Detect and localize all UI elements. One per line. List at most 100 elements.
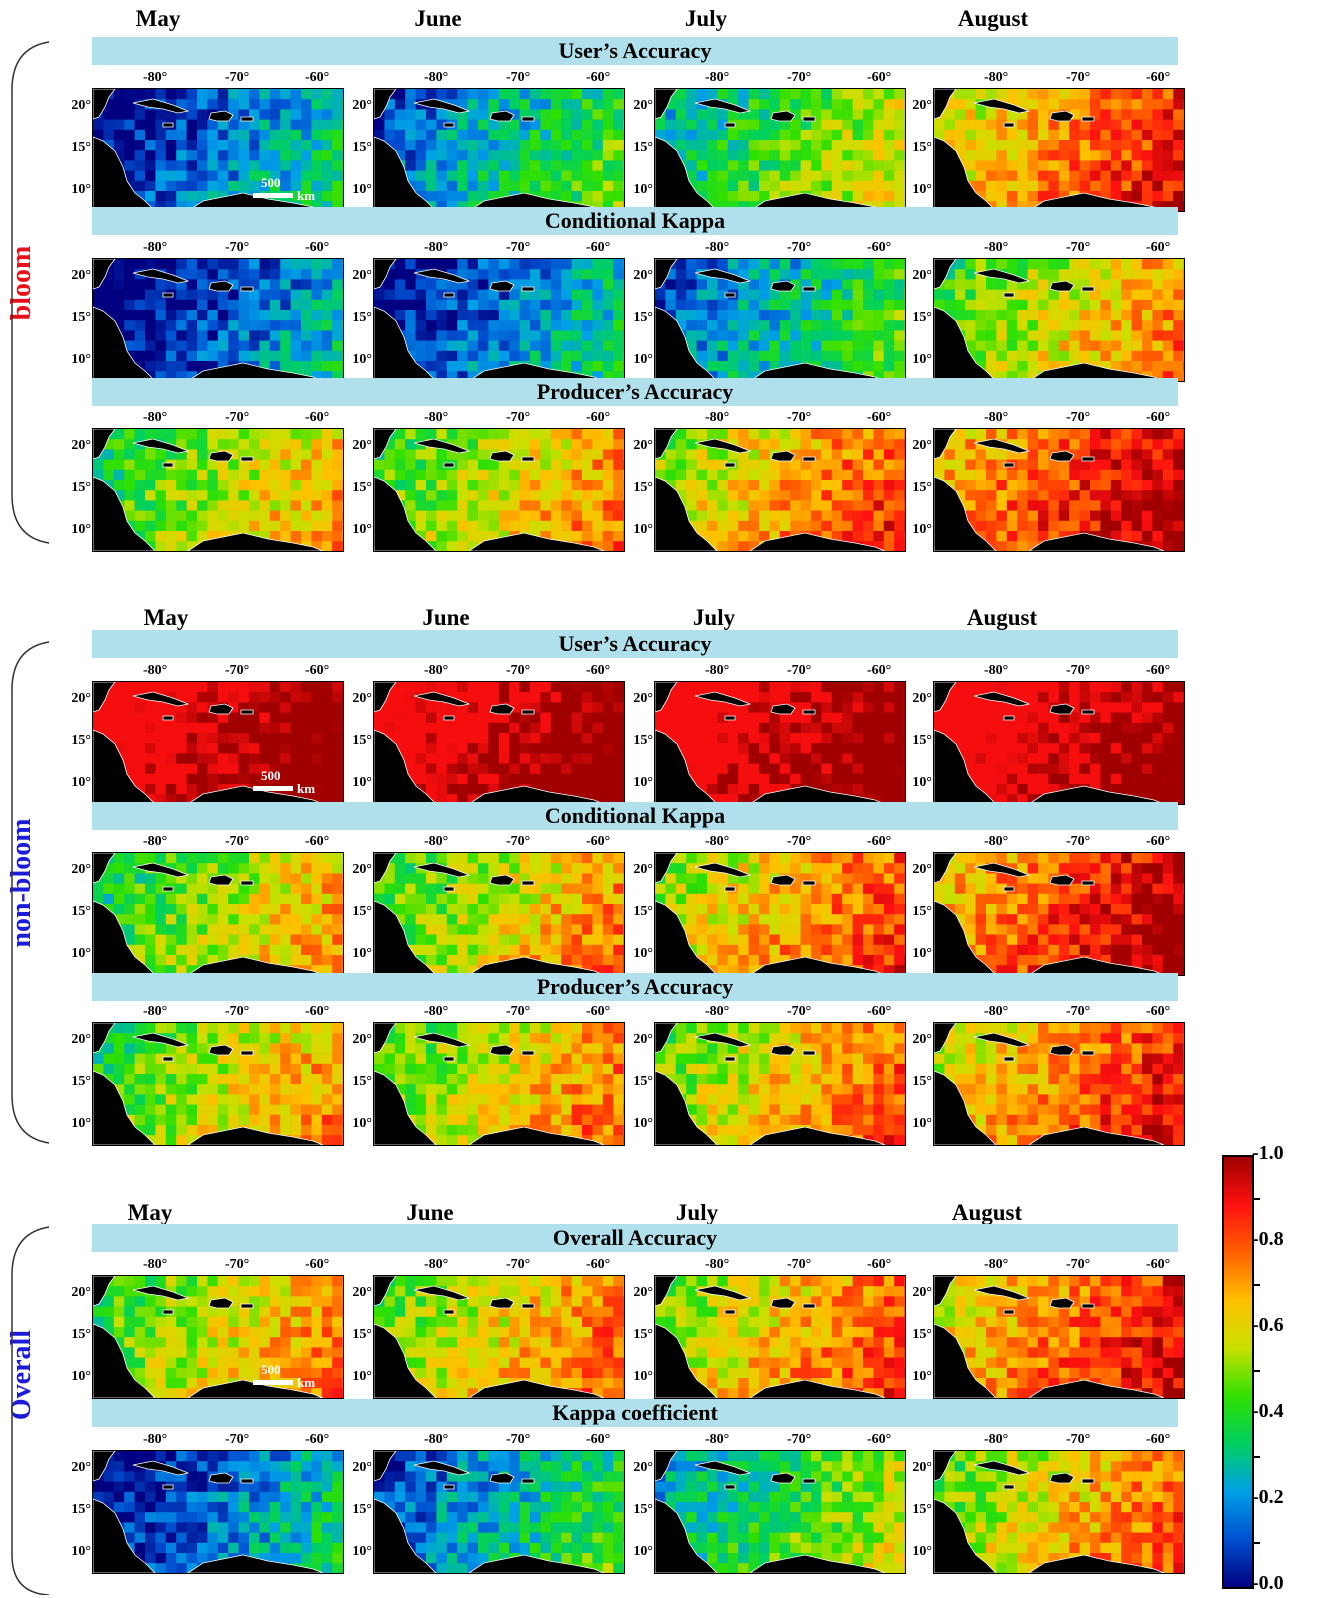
grid-cell [207,129,219,141]
grid-cell [207,682,219,693]
grid-cell [488,170,500,182]
grid-cell [1142,350,1153,362]
grid-cell [769,340,781,352]
grid-cell [238,733,250,744]
grid-cell [811,150,822,161]
grid-cell [1038,259,1049,270]
grid-cell [1079,480,1091,491]
grid-cell [975,89,987,100]
grid-cell [779,340,791,352]
grid-cell [821,160,833,171]
grid-cell [1048,160,1060,171]
grid-cell [550,500,562,511]
grid-cell [1058,289,1070,301]
grid-cell [727,191,739,202]
grid-cell [1100,712,1112,724]
grid-cell [975,480,987,491]
grid-cell [238,712,250,724]
grid-cell [197,340,208,352]
grid-cell [488,520,500,532]
grid-cell [540,191,552,202]
grid-cell [155,119,167,131]
grid-cell [821,439,833,450]
grid-cell [165,784,177,795]
grid-cell [332,320,343,331]
grid-cell [332,170,343,182]
grid-cell [530,743,541,754]
grid-cell [311,119,323,131]
grid-cell [394,429,406,440]
grid-cell [238,89,250,100]
grid-cell [509,140,520,151]
grid-cell [145,109,156,120]
land-mass [655,429,678,460]
grid-cell [540,170,552,182]
grid-cell [176,490,187,501]
grid-cell [1017,350,1028,362]
grid-cell [894,702,905,713]
grid-cell [602,289,614,301]
longitude-label: -80° [705,240,730,255]
land-mass [521,709,535,715]
grid-cell [1027,692,1039,703]
grid-cell [883,180,895,192]
grid-cell [894,99,905,110]
grid-cell [1058,520,1070,532]
grid-cell [540,119,552,131]
grid-cell [550,140,562,151]
grid-cell [811,510,822,522]
grid-cell [986,340,997,352]
grid-cell [582,429,593,440]
grid-cell [165,201,177,211]
grid-cell [748,794,760,804]
grid-cell [748,429,760,440]
grid-cell [602,201,614,211]
grid-cell [602,160,614,171]
grid-cell [986,682,997,693]
grid-cell [176,320,187,331]
grid-cell [134,129,146,141]
grid-cell [540,449,552,460]
grid-cell [228,299,239,311]
grid-cell [124,682,135,693]
grid-cell [228,469,239,481]
grid-cell [582,140,593,151]
grid-cell [686,340,697,352]
grid-cell [478,269,489,280]
grid-cell [197,520,208,532]
grid-cell [446,201,458,211]
grid-cell [975,469,987,481]
grid-cell [332,733,343,744]
grid-cell [498,129,510,141]
grid-cell [478,191,489,202]
grid-cell [748,299,760,311]
grid-cell [145,180,156,192]
grid-cell [321,712,333,724]
grid-cell [1110,469,1122,481]
grid-cell [301,784,312,795]
grid-cell [124,449,135,460]
grid-cell [986,350,997,362]
grid-cell [415,469,427,481]
grid-cell [1131,449,1143,460]
grid-cell [894,480,905,491]
grid-cell [592,490,604,501]
grid-cell [965,320,976,331]
grid-cell [561,99,572,110]
grid-cell [478,784,489,795]
grid-cell [301,180,312,192]
grid-cell [124,510,135,522]
grid-cell [155,310,167,321]
grid-cell [986,259,997,270]
grid-cell [1069,439,1080,450]
grid-cell [1173,449,1184,460]
land-mass [208,703,234,715]
grid-cell [176,371,187,381]
latitude-label: 15° [912,480,932,495]
grid-cell [1027,469,1039,481]
grid-cell [509,449,520,460]
grid-cell [821,89,833,100]
grid-cell [831,712,843,724]
land-mass [93,89,116,120]
grid-cell [217,682,229,693]
